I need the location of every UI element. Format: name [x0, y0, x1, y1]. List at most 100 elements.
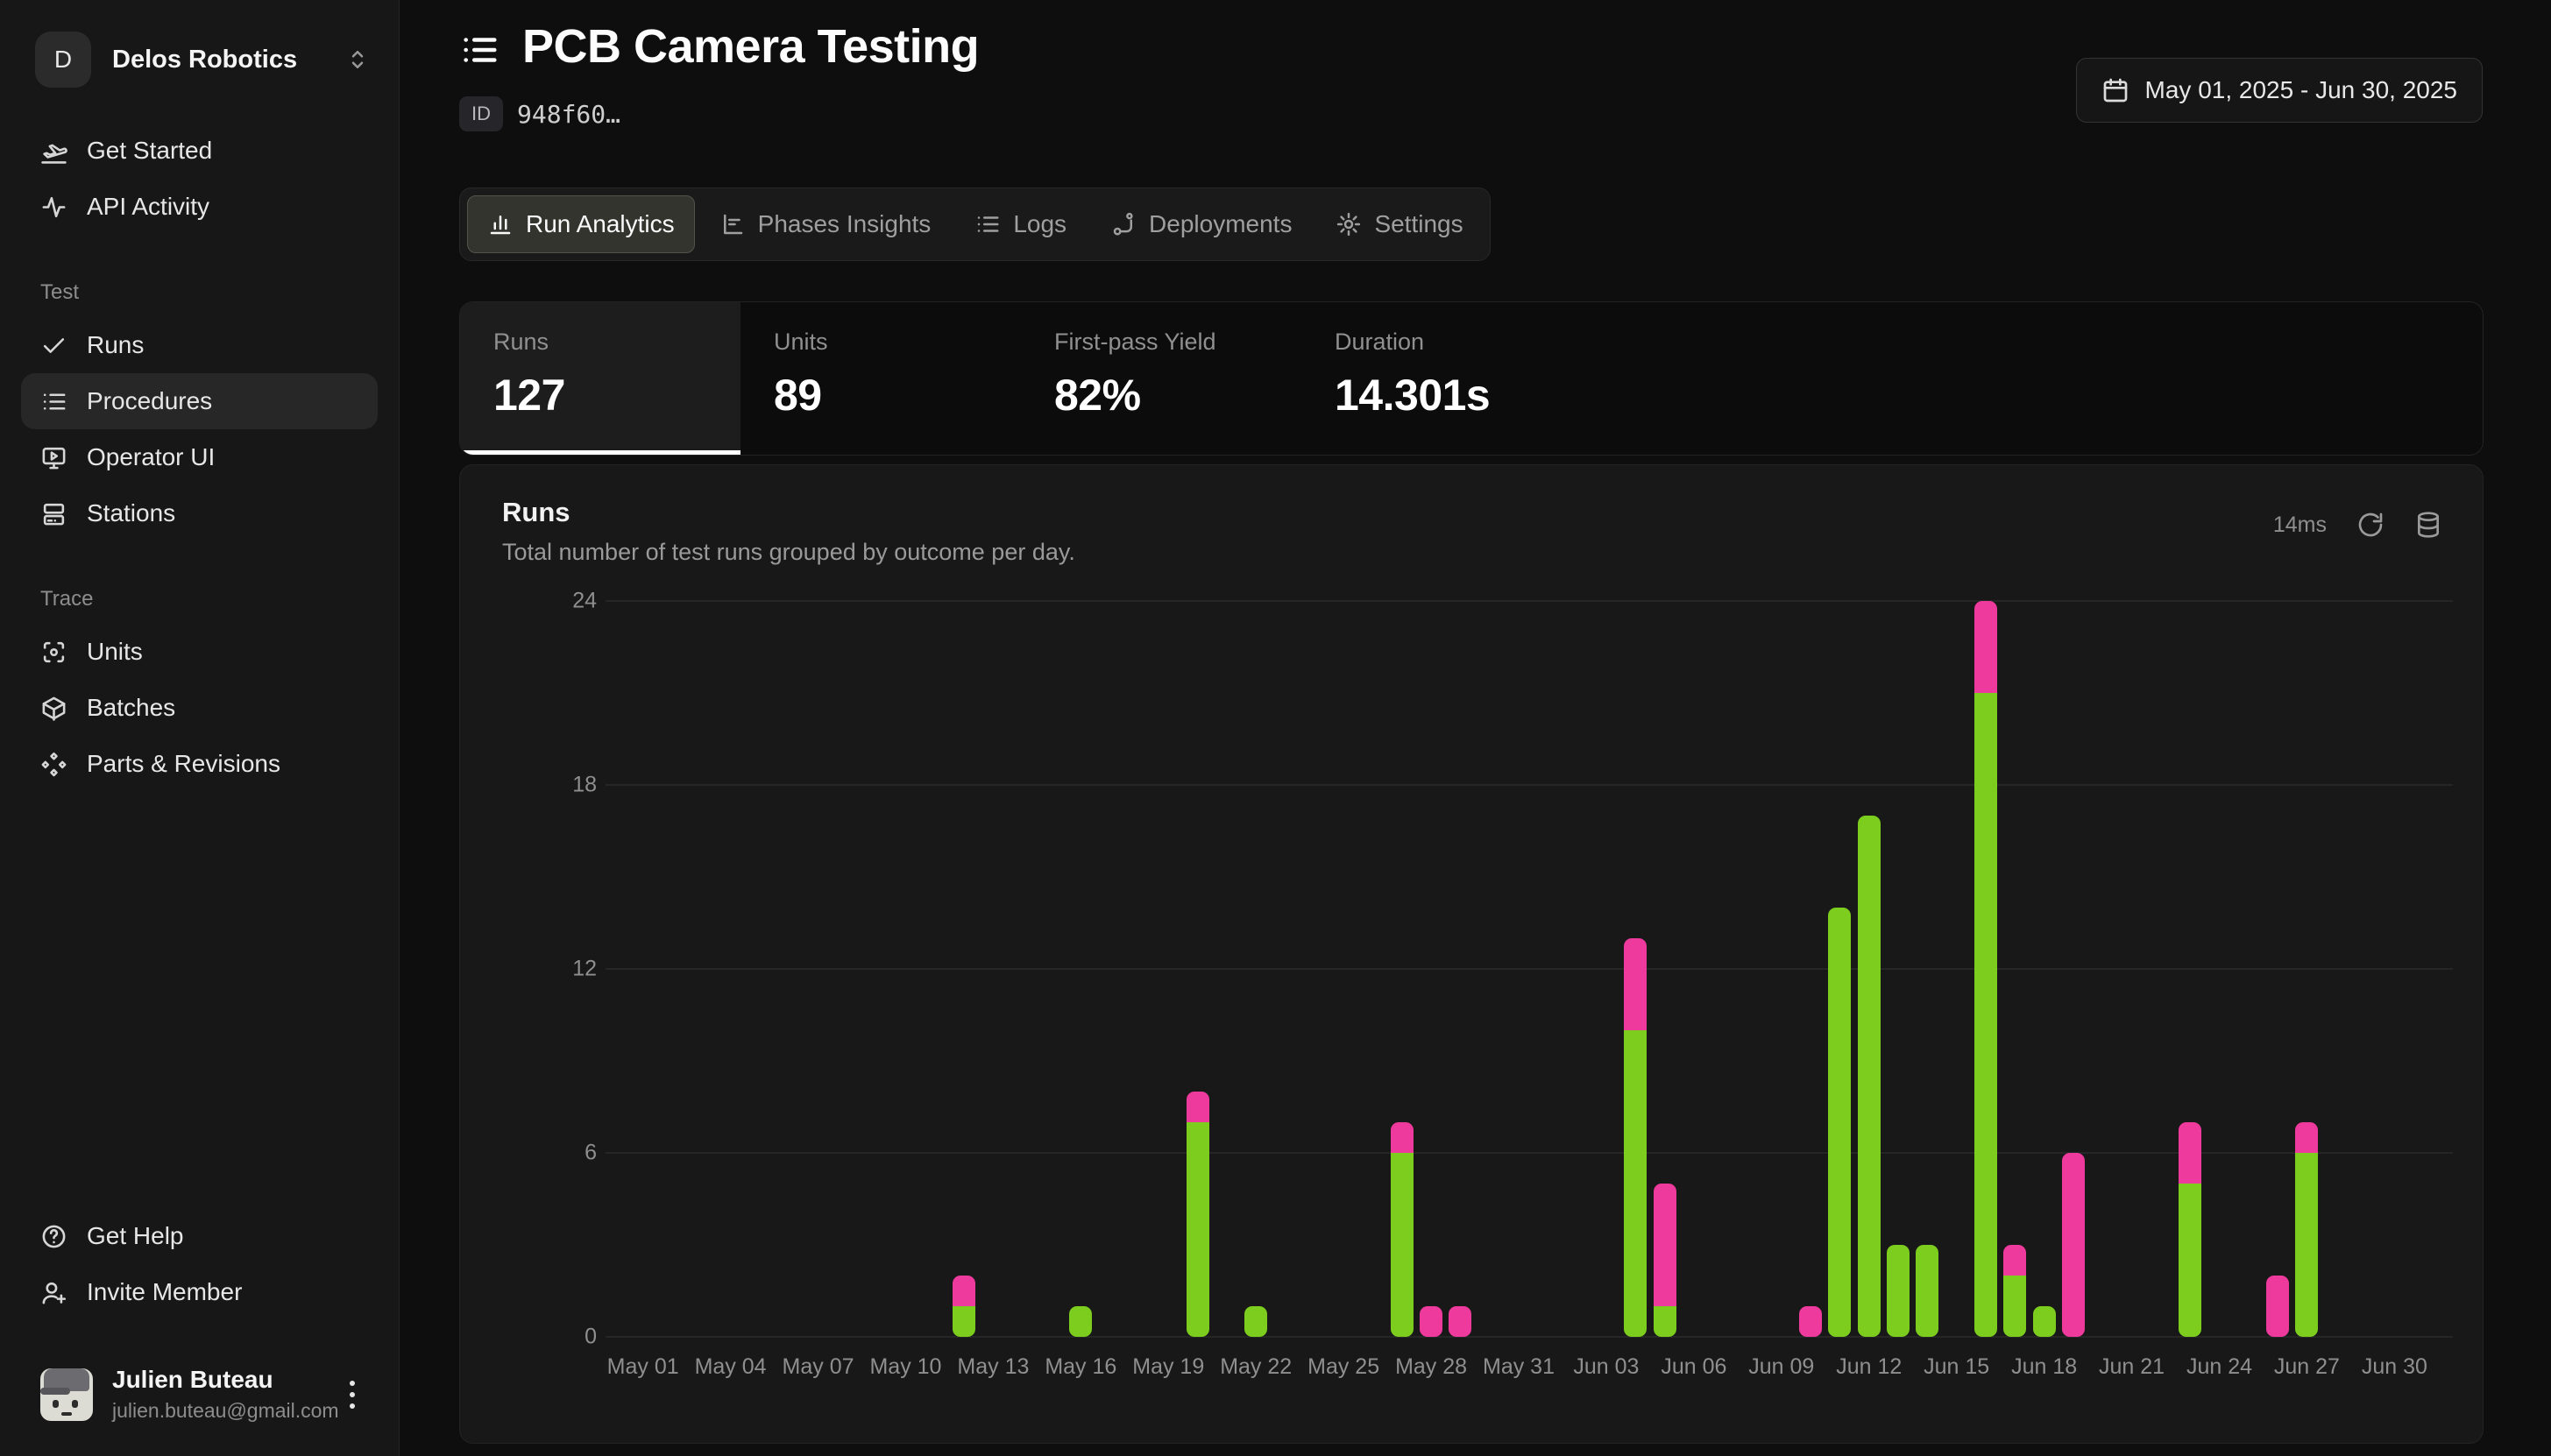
sidebar-item-api-activity[interactable]: API Activity: [21, 179, 378, 235]
sidebar-item-label: Procedures: [87, 387, 213, 414]
bar-may-28[interactable]: [1420, 1306, 1443, 1337]
date-range-picker[interactable]: May 01, 2025 - Jun 30, 2025: [2075, 58, 2483, 123]
y-tick-label: 6: [585, 1140, 597, 1165]
id-value: 948f60…: [517, 99, 621, 129]
tab-phases-insights[interactable]: Phases Insights: [700, 195, 951, 253]
procedure-id[interactable]: ID 948f60…: [459, 96, 620, 131]
sidebar-section-trace: Trace: [40, 587, 94, 611]
stat-first-pass-yield[interactable]: First-pass Yield 82%: [1021, 302, 1301, 455]
sidebar-item-procedures[interactable]: Procedures: [21, 373, 378, 429]
page-header: PCB Camera Testing: [459, 19, 980, 74]
id-badge: ID: [459, 96, 503, 131]
bar-jun-12[interactable]: [1857, 816, 1881, 1337]
sidebar-item-runs[interactable]: Runs: [21, 317, 378, 373]
sidebar-item-parts-revisions[interactable]: Parts & Revisions: [21, 736, 378, 792]
x-tick-label: Jun 03: [1573, 1354, 1640, 1379]
stat-runs[interactable]: Runs 127: [460, 302, 740, 455]
sidebar-item-label: Parts & Revisions: [87, 750, 280, 777]
tab-label: Logs: [1013, 210, 1067, 237]
stat-value: 89: [774, 371, 822, 420]
bar-jun-14[interactable]: [1916, 1245, 1939, 1337]
x-tick-label: May 10: [869, 1354, 942, 1379]
bar-segment-fail: [1624, 938, 1648, 1030]
bar-jun-16[interactable]: [1973, 601, 1997, 1337]
bar-segment-fail: [1390, 1122, 1414, 1153]
stat-label: Duration: [1335, 329, 1425, 355]
user-meta: Julien Buteau julien.buteau@gmail.com: [112, 1366, 339, 1423]
bar-may-16[interactable]: [1069, 1306, 1093, 1337]
sidebar-item-operator-ui[interactable]: Operator UI: [21, 429, 378, 485]
x-tick-label: Jun 18: [2011, 1354, 2078, 1379]
plane-takeoff-icon: [40, 138, 67, 165]
user-menu[interactable]: Julien Buteau julien.buteau@gmail.com: [21, 1352, 378, 1437]
workspace-name: Delos Robotics: [112, 45, 298, 74]
bar-segment-pass: [1390, 1153, 1414, 1337]
sidebar-section-test: Test: [40, 280, 80, 304]
bar-jun-19[interactable]: [2061, 1153, 2085, 1337]
bar-jun-27[interactable]: [2295, 1122, 2319, 1337]
sidebar-item-stations[interactable]: Stations: [21, 485, 378, 541]
bar-segment-fail: [1449, 1306, 1472, 1337]
tab-label: Run Analytics: [526, 210, 675, 237]
bar-segment-fail: [2061, 1153, 2085, 1337]
x-tick-label: May 07: [782, 1354, 854, 1379]
kebab-menu-icon[interactable]: [350, 1380, 358, 1409]
sidebar-item-get-started[interactable]: Get Started: [21, 123, 378, 179]
bar-jun-04[interactable]: [1624, 938, 1648, 1337]
chart-bars: [628, 601, 2409, 1337]
gridline: [606, 1336, 2453, 1338]
chevron-up-down-icon: [344, 46, 371, 73]
bar-jun-05[interactable]: [1653, 1184, 1676, 1337]
bar-jun-18[interactable]: [2032, 1306, 2056, 1337]
sidebar-item-units[interactable]: Units: [21, 624, 378, 680]
stat-units[interactable]: Units 89: [740, 302, 1021, 455]
x-tick-label: Jun 06: [1661, 1354, 1727, 1379]
bar-may-22[interactable]: [1244, 1306, 1268, 1337]
bar-segment-pass: [2032, 1306, 2056, 1337]
sidebar-item-invite-member[interactable]: Invite Member: [21, 1264, 378, 1320]
tab-logs[interactable]: Logs: [955, 195, 1086, 253]
bar-jun-23[interactable]: [2179, 1122, 2202, 1337]
active-stat-underline: [460, 450, 740, 455]
x-tick-label: May 28: [1395, 1354, 1468, 1379]
x-tick-label: May 04: [694, 1354, 767, 1379]
bar-jun-17[interactable]: [2003, 1245, 2027, 1337]
bar-segment-pass: [1244, 1306, 1268, 1337]
x-tick-label: Jun 24: [2186, 1354, 2252, 1379]
list-icon: [40, 388, 67, 415]
bar-may-20[interactable]: [1186, 1092, 1209, 1337]
bar-jun-13[interactable]: [1887, 1245, 1910, 1337]
bar-segment-fail: [1420, 1306, 1443, 1337]
workspace-switcher[interactable]: D Delos Robotics: [0, 0, 399, 88]
bar-segment-fail: [1653, 1184, 1676, 1306]
x-tick-label: Jun 30: [2361, 1354, 2427, 1379]
sidebar-item-get-help[interactable]: Get Help: [21, 1208, 378, 1264]
bar-jun-11[interactable]: [1828, 908, 1852, 1337]
sidebar-item-batches[interactable]: Batches: [21, 680, 378, 736]
tab-label: Deployments: [1149, 210, 1293, 237]
database-icon[interactable]: [2414, 511, 2442, 539]
user-plus-icon: [40, 1279, 67, 1306]
bar-jun-26[interactable]: [2266, 1276, 2290, 1337]
chart-title: Runs: [502, 497, 570, 527]
sidebar-item-label: Operator UI: [87, 443, 216, 470]
x-tick-label: May 31: [1483, 1354, 1555, 1379]
refresh-icon[interactable]: [2356, 511, 2384, 539]
x-tick-label: Jun 12: [1836, 1354, 1903, 1379]
sidebar-item-label: Runs: [87, 331, 145, 358]
chart-bars-icon: [719, 211, 746, 237]
tab-run-analytics[interactable]: Run Analytics: [467, 195, 695, 253]
stat-duration[interactable]: Duration 14.301s: [1301, 302, 1582, 455]
tab-deployments[interactable]: Deployments: [1091, 195, 1311, 253]
tab-settings[interactable]: Settings: [1316, 195, 1482, 253]
stat-label: Runs: [493, 329, 549, 355]
bar-may-27[interactable]: [1390, 1122, 1414, 1337]
procedure-list-icon: [459, 30, 500, 70]
bar-segment-fail: [2179, 1122, 2202, 1184]
bar-may-12[interactable]: [953, 1276, 976, 1337]
bar-jun-10[interactable]: [1799, 1306, 1823, 1337]
sidebar-item-label: Stations: [87, 499, 176, 527]
bar-may-29[interactable]: [1449, 1306, 1472, 1337]
main-content: PCB Camera Testing ID 948f60… May 01, 20…: [400, 0, 2551, 1456]
monitor-play-icon: [40, 444, 67, 471]
